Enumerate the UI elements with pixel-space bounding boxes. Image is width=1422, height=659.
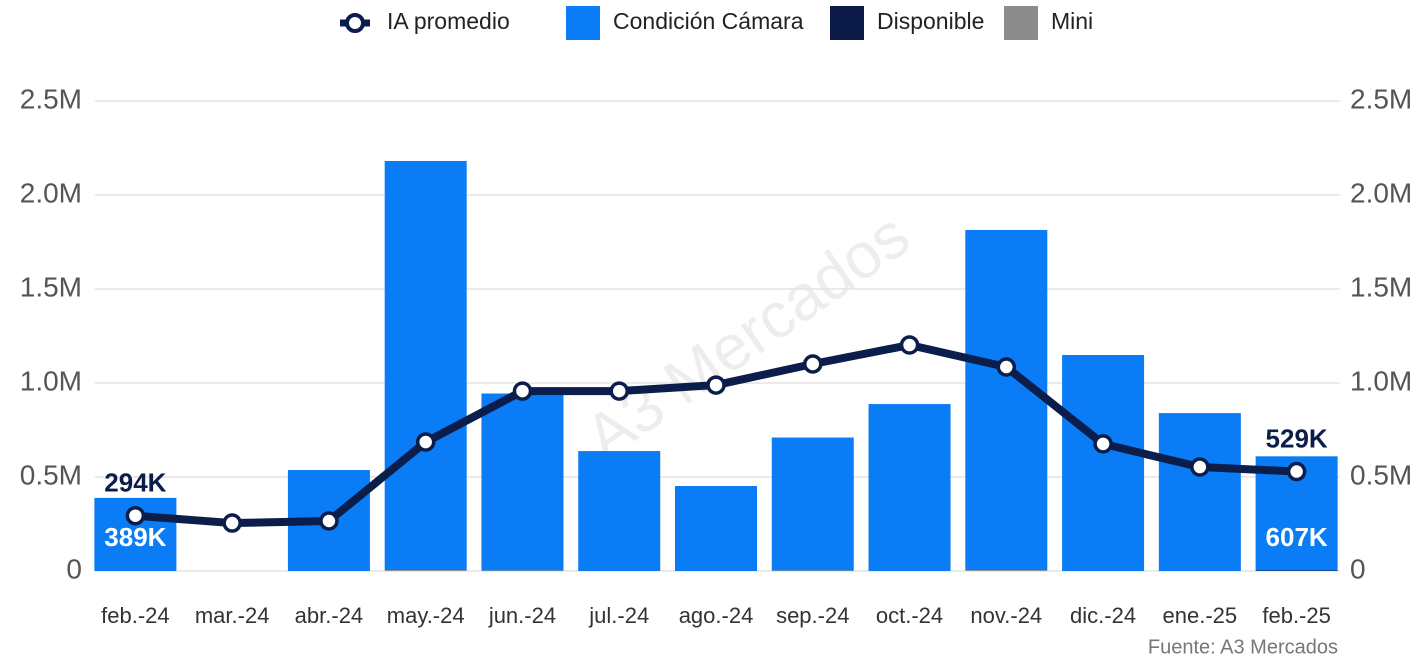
line-point (996, 357, 1017, 377)
y2-tick-label: 2.5M (1350, 83, 1412, 114)
y-tick-label: 2.5M (20, 83, 82, 114)
bar (578, 451, 661, 571)
legend-label: Condición Cámara (613, 8, 804, 34)
y2-tick-label: 0.5M (1350, 459, 1412, 490)
bar (771, 437, 854, 571)
x-tick-label: nov.-24 (970, 603, 1042, 628)
y-tick-label: 0 (66, 553, 82, 584)
legend-swatch (830, 6, 864, 40)
bar (1255, 570, 1338, 571)
source: Fuente: A3 Mercados (1148, 636, 1338, 658)
x-tick-label: may.-24 (387, 603, 465, 628)
legend-label: Disponible (877, 8, 984, 34)
bar-label: 607K (1266, 522, 1328, 552)
legend-swatch (1004, 6, 1038, 40)
bar-label: 389K (104, 522, 166, 552)
legend-label: Mini (1051, 8, 1093, 34)
line-point (899, 335, 920, 355)
line-point (319, 511, 339, 531)
x-tick-label: jul.-24 (588, 603, 649, 628)
bar (384, 570, 467, 571)
x-tick-label: dic.-24 (1070, 603, 1136, 628)
line-point (1286, 461, 1307, 482)
line-label: 294K (104, 468, 166, 498)
bar (1062, 354, 1145, 571)
x-tick-label: jun.-24 (488, 603, 556, 628)
y2-tick-label: 1.0M (1350, 365, 1412, 396)
legend-swatch (345, 13, 365, 33)
bar (965, 229, 1048, 571)
y2-tick-label: 2.0M (1350, 177, 1412, 208)
legend-label: IA promedio (387, 8, 510, 34)
line-point (1093, 434, 1113, 454)
bar (675, 486, 757, 571)
y-tick-label: 1.5M (20, 271, 82, 302)
line-point (125, 505, 146, 526)
bar (384, 160, 467, 571)
y-tick-label: 0.5M (20, 459, 82, 490)
x-tick-label: feb.-24 (101, 603, 170, 628)
bar (771, 570, 854, 571)
line-point (803, 354, 823, 374)
bar (965, 570, 1048, 571)
line-point (222, 513, 242, 533)
x-tick-label: feb.-25 (1262, 603, 1331, 628)
x-tick-label: sep.-24 (776, 603, 849, 628)
x-tick-label: abr.-24 (295, 603, 364, 628)
line-point (609, 381, 629, 401)
line-label: 529K (1266, 423, 1328, 453)
bar (868, 404, 951, 571)
y-tick-label: 2.0M (20, 177, 82, 208)
line-point (512, 381, 533, 401)
legend-swatch (566, 6, 600, 40)
bar (1158, 413, 1241, 571)
y2-tick-label: 1.5M (1350, 271, 1412, 302)
line-point (415, 432, 436, 452)
bar (481, 393, 564, 571)
y2-tick-label: 0 (1350, 553, 1366, 584)
x-tick-label: oct.-24 (876, 603, 943, 628)
x-tick-label: ago.-24 (679, 603, 754, 628)
x-tick-label: ene.-25 (1163, 603, 1238, 628)
x-tick-label: mar.-24 (195, 603, 270, 628)
y-tick-label: 1.0M (20, 365, 82, 396)
line-point (706, 375, 726, 395)
bar (481, 570, 564, 571)
line-point (1190, 457, 1210, 477)
